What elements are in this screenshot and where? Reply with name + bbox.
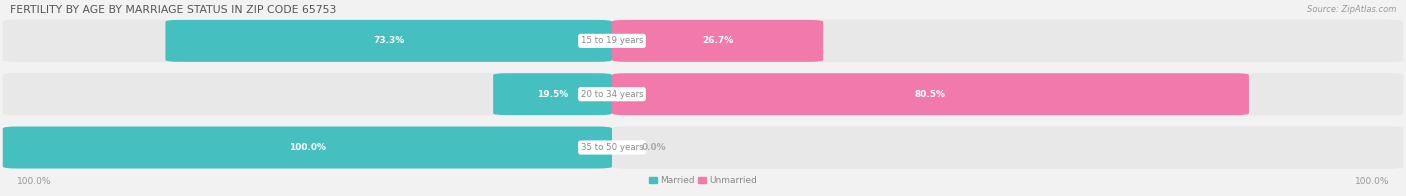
- FancyBboxPatch shape: [3, 126, 612, 169]
- Text: 100.0%: 100.0%: [288, 143, 326, 152]
- FancyBboxPatch shape: [3, 73, 612, 115]
- Text: 100.0%: 100.0%: [1355, 177, 1389, 186]
- Text: 26.7%: 26.7%: [702, 36, 733, 45]
- Text: 100.0%: 100.0%: [17, 177, 51, 186]
- FancyBboxPatch shape: [494, 73, 612, 115]
- FancyBboxPatch shape: [3, 127, 612, 169]
- FancyBboxPatch shape: [612, 20, 824, 62]
- FancyBboxPatch shape: [166, 20, 612, 62]
- Text: Source: ZipAtlas.com: Source: ZipAtlas.com: [1306, 5, 1396, 14]
- Text: 80.5%: 80.5%: [915, 90, 946, 99]
- Text: FERTILITY BY AGE BY MARRIAGE STATUS IN ZIP CODE 65753: FERTILITY BY AGE BY MARRIAGE STATUS IN Z…: [10, 5, 336, 15]
- Text: 15 to 19 years: 15 to 19 years: [581, 36, 643, 45]
- FancyBboxPatch shape: [612, 20, 1403, 62]
- FancyBboxPatch shape: [612, 126, 1403, 169]
- Text: 0.0%: 0.0%: [641, 143, 666, 152]
- Legend: Married, Unmarried: Married, Unmarried: [645, 172, 761, 189]
- Text: 20 to 34 years: 20 to 34 years: [581, 90, 644, 99]
- Text: 35 to 50 years: 35 to 50 years: [581, 143, 644, 152]
- FancyBboxPatch shape: [612, 73, 1249, 115]
- FancyBboxPatch shape: [3, 20, 612, 62]
- FancyBboxPatch shape: [612, 73, 1403, 115]
- Text: 73.3%: 73.3%: [373, 36, 405, 45]
- Text: 19.5%: 19.5%: [537, 90, 568, 99]
